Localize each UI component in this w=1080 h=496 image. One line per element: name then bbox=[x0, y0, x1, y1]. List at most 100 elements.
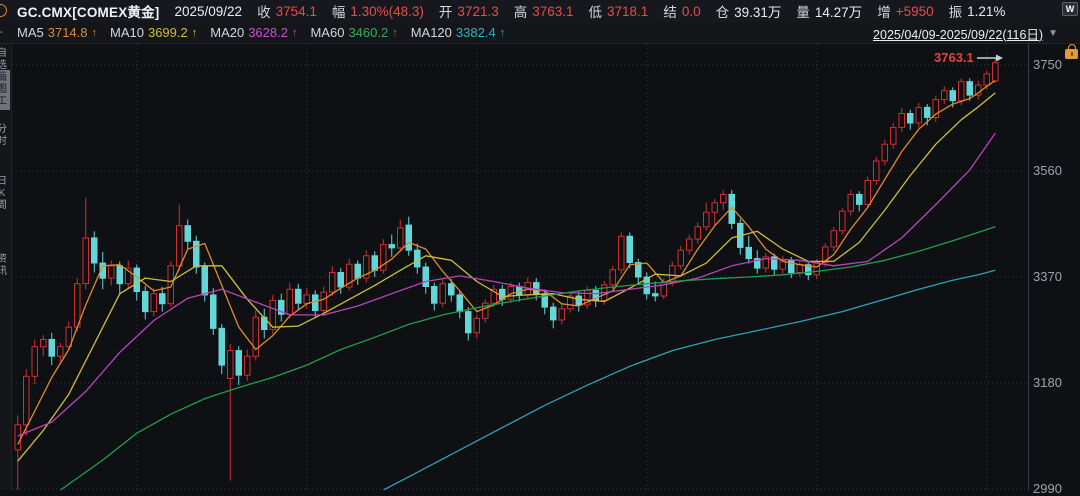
clipped-plus-icon: + bbox=[0, 25, 3, 39]
candle-up bbox=[915, 106, 922, 124]
stat-高: 高 3763.1 bbox=[513, 3, 574, 21]
candle-down bbox=[728, 193, 735, 224]
w-badge-icon[interactable]: W bbox=[1062, 2, 1078, 16]
candle-up bbox=[286, 288, 293, 315]
up-arrow-icon: ↑ bbox=[499, 26, 506, 39]
ma-legend-MA5: MA5 3714.8 ↑ bbox=[17, 25, 97, 40]
candle-up bbox=[57, 346, 64, 357]
toolbar-item-0[interactable]: 自选 bbox=[0, 46, 10, 74]
candle-down bbox=[235, 350, 242, 376]
candle-down bbox=[907, 113, 914, 124]
left-toolbar[interactable]: 自选画图工分时日K周资讯 bbox=[0, 44, 12, 490]
candle-up bbox=[796, 264, 803, 273]
candle-up bbox=[490, 288, 497, 304]
candle-up bbox=[567, 295, 574, 310]
candle-up bbox=[881, 143, 888, 162]
candle-down bbox=[218, 327, 225, 366]
y-axis-label: 2990 bbox=[1033, 481, 1062, 496]
ma-legend: MA5 3714.8 ↑ MA10 3699.2 ↑ MA20 3628.2 ↑ MA60 3460… bbox=[17, 25, 505, 40]
candlesticks bbox=[14, 57, 999, 490]
candle-down bbox=[414, 249, 421, 268]
candle-up bbox=[40, 339, 47, 348]
candle-up bbox=[847, 193, 854, 212]
candle-up bbox=[329, 272, 336, 293]
toolbar-item-1[interactable]: 画图工 bbox=[0, 70, 10, 110]
up-arrow-icon: ↑ bbox=[291, 26, 298, 39]
candle-up bbox=[244, 355, 251, 376]
candle-up bbox=[227, 350, 234, 380]
ma-line-MA120 bbox=[382, 269, 996, 490]
candle-up bbox=[618, 235, 625, 271]
stat-低: 低 3718.1 bbox=[588, 3, 649, 21]
candle-up bbox=[397, 227, 404, 249]
candle-down bbox=[388, 244, 395, 249]
chevron-down-icon[interactable]: ▼ bbox=[1048, 27, 1058, 39]
candle-down bbox=[856, 193, 863, 205]
candle-up bbox=[958, 81, 965, 102]
candle-up bbox=[363, 255, 370, 279]
candle-down bbox=[184, 225, 191, 242]
candle-down bbox=[643, 276, 650, 295]
lock-icon[interactable] bbox=[1065, 44, 1078, 59]
candle-up bbox=[779, 259, 786, 270]
candle-up bbox=[711, 202, 718, 213]
candle-up bbox=[762, 256, 769, 269]
quote-date: 2025/09/22 bbox=[174, 3, 243, 19]
candle-up bbox=[839, 210, 846, 232]
toolbar-item-2[interactable]: 分时 bbox=[0, 122, 10, 150]
candle-down bbox=[550, 306, 557, 321]
candle-up bbox=[176, 225, 183, 267]
ma-line-MA20 bbox=[17, 132, 996, 437]
last-price-flag: 3763.1 bbox=[934, 50, 1003, 65]
last-price-label: 3763.1 bbox=[934, 50, 974, 65]
candle-down bbox=[295, 288, 302, 304]
candle-up bbox=[167, 265, 174, 305]
candle-down bbox=[431, 286, 438, 304]
stat-振: 振 1.21% bbox=[948, 3, 1006, 21]
candle-up bbox=[346, 263, 353, 288]
candle-up bbox=[941, 90, 948, 101]
candle-up bbox=[864, 180, 871, 205]
up-arrow-icon: ↑ bbox=[91, 26, 98, 39]
candle-up bbox=[558, 308, 565, 321]
candle-down bbox=[405, 224, 412, 251]
candle-up bbox=[898, 113, 905, 128]
candle-up bbox=[813, 262, 820, 276]
candle-down bbox=[337, 272, 344, 288]
candle-up bbox=[14, 424, 21, 451]
candle-down bbox=[193, 240, 200, 268]
ma-line-MA60 bbox=[59, 226, 996, 490]
y-axis-label: 3560 bbox=[1033, 163, 1062, 178]
candle-down bbox=[422, 266, 429, 287]
candle-down bbox=[635, 262, 642, 278]
candle-up bbox=[482, 302, 489, 319]
stat-增: 增 +5950 bbox=[877, 3, 934, 21]
candle-down bbox=[456, 294, 463, 313]
candle-down bbox=[652, 293, 659, 297]
candle-down bbox=[354, 263, 361, 279]
candle-down bbox=[133, 267, 140, 293]
candle-up bbox=[125, 267, 132, 285]
ma-legend-MA20: MA20 3628.2 ↑ bbox=[210, 25, 298, 40]
candle-down bbox=[201, 266, 208, 296]
candle-down bbox=[949, 90, 956, 102]
candlestick-chart[interactable] bbox=[12, 44, 1028, 490]
candle-up bbox=[23, 375, 30, 426]
right-arrow-icon bbox=[976, 54, 1003, 61]
candle-down bbox=[465, 311, 472, 334]
date-range-selector[interactable]: 2025/04/09-2025/09/22(116日) bbox=[873, 27, 1044, 42]
y-axis-label: 3750 bbox=[1033, 57, 1062, 72]
candle-up bbox=[439, 283, 446, 304]
candle-up bbox=[82, 237, 89, 285]
stat-结: 结 0.0 bbox=[663, 3, 701, 21]
toolbar-item-3[interactable]: 日K周 bbox=[0, 174, 10, 214]
candle-down bbox=[278, 299, 285, 315]
candle-up bbox=[890, 127, 897, 145]
candle-down bbox=[91, 237, 98, 264]
quote-header: GC.CMX[COMEX黄金] 2025/09/22 收 3754.1 幅 1.30%… bbox=[0, 0, 1080, 22]
candle-up bbox=[473, 317, 480, 334]
candle-up bbox=[686, 238, 693, 251]
candle-up bbox=[108, 265, 115, 279]
candle-down bbox=[771, 256, 778, 270]
toolbar-item-4[interactable]: 资讯 bbox=[0, 252, 10, 280]
